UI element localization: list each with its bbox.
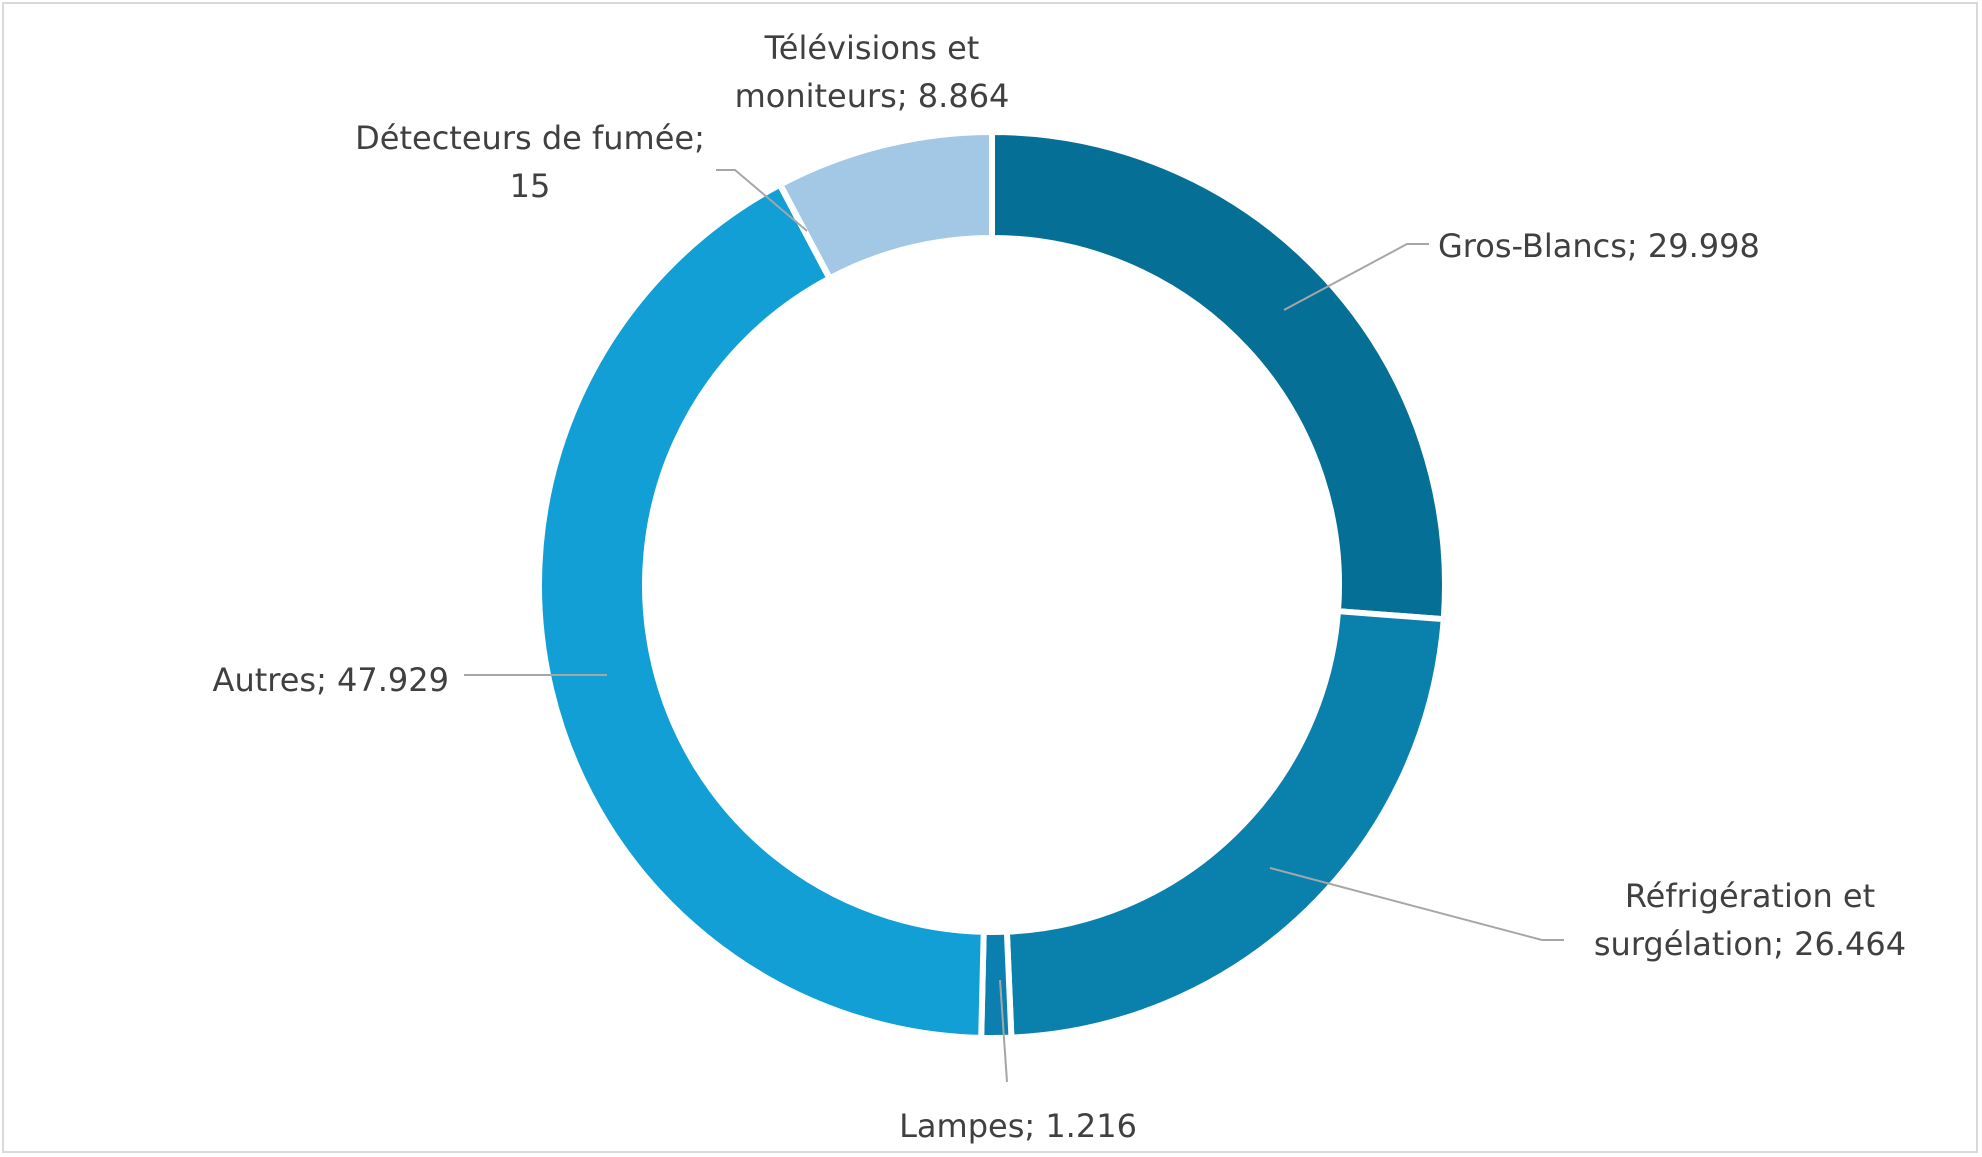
leader-line bbox=[1283, 243, 1429, 311]
donut-chart: Gros-Blancs; 29.998 Réfrigération et surgé… bbox=[213, 29, 1907, 1145]
data-label: Lampes; 1.216 bbox=[899, 1107, 1137, 1145]
data-label: Télévisions et moniteurs; 8.864 bbox=[735, 29, 1010, 115]
data-label-line: Détecteurs de fumée; bbox=[355, 119, 705, 157]
donut-slices bbox=[536, 128, 1449, 1041]
slice-r-frig-ration-et-surg-lation bbox=[1003, 607, 1447, 1041]
leader-line bbox=[1269, 867, 1564, 941]
data-label: Réfrigération et surgélation; 26.464 bbox=[1594, 877, 1906, 963]
data-label-line: 15 bbox=[510, 167, 551, 205]
data-labels: Gros-Blancs; 29.998 Réfrigération et surgé… bbox=[213, 29, 1907, 1145]
slice-gros-blancs bbox=[989, 128, 1449, 623]
data-label-line: moniteurs; 8.864 bbox=[735, 77, 1010, 115]
data-label: Autres; 47.929 bbox=[213, 661, 449, 699]
data-label-line: Autres; 47.929 bbox=[213, 661, 449, 699]
data-label: Détecteurs de fumée; 15 bbox=[355, 119, 705, 205]
leader-lines bbox=[464, 169, 1564, 1083]
data-label-line: Gros-Blancs; 29.998 bbox=[1438, 227, 1760, 265]
data-label: Gros-Blancs; 29.998 bbox=[1438, 227, 1760, 265]
data-label-line: Lampes; 1.216 bbox=[899, 1107, 1137, 1145]
data-label-line: surgélation; 26.464 bbox=[1594, 925, 1906, 963]
leader-line bbox=[999, 979, 1008, 1083]
data-label-line: Réfrigération et bbox=[1625, 877, 1875, 915]
slice-autres bbox=[536, 180, 987, 1041]
leader-line bbox=[716, 169, 808, 232]
slice-t-l-visions-et-moniteurs bbox=[776, 128, 995, 283]
data-label-line: Télévisions et bbox=[764, 29, 980, 67]
